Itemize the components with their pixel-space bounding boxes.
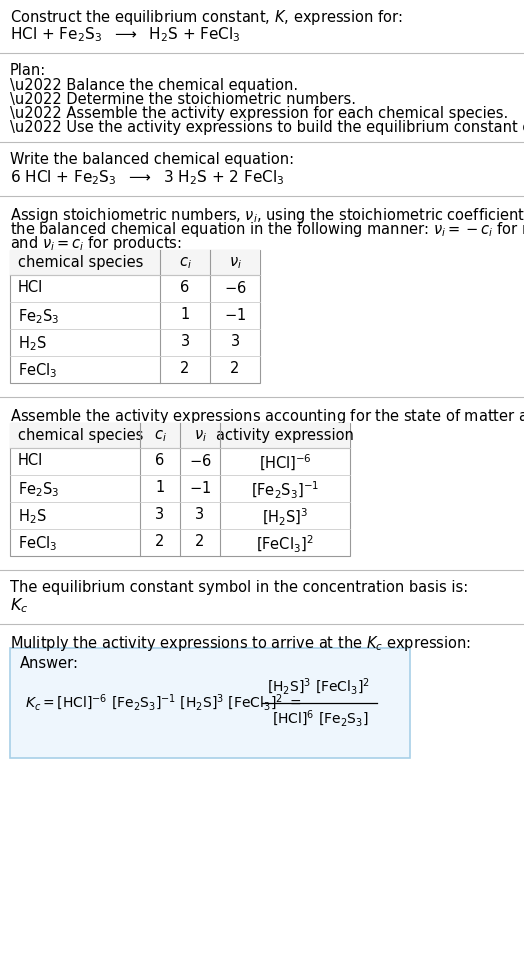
Text: Plan:: Plan:: [10, 63, 46, 78]
Text: $K_c$: $K_c$: [10, 596, 28, 615]
Text: Fe$_2$S$_3$: Fe$_2$S$_3$: [18, 480, 60, 499]
Text: $-$1: $-$1: [189, 480, 211, 496]
Text: HCl: HCl: [18, 453, 43, 468]
Text: $[\mathrm{H_2S}]^3\ [\mathrm{FeCl_3}]^2$: $[\mathrm{H_2S}]^3\ [\mathrm{FeCl_3}]^2$: [267, 677, 370, 697]
Text: 2: 2: [195, 534, 205, 549]
Text: 3: 3: [231, 334, 239, 349]
Text: the balanced chemical equation in the following manner: $\nu_i = -c_i$ for react: the balanced chemical equation in the fo…: [10, 220, 524, 239]
Text: FeCl$_3$: FeCl$_3$: [18, 361, 58, 380]
Text: \u2022 Determine the stoichiometric numbers.: \u2022 Determine the stoichiometric numb…: [10, 92, 356, 107]
Text: 3: 3: [156, 507, 165, 522]
Text: 1: 1: [156, 480, 165, 495]
Text: [HCl]$^{-6}$: [HCl]$^{-6}$: [259, 453, 311, 473]
Text: 3: 3: [180, 334, 190, 349]
Text: \u2022 Balance the chemical equation.: \u2022 Balance the chemical equation.: [10, 78, 298, 93]
Text: \u2022 Assemble the activity expression for each chemical species.: \u2022 Assemble the activity expression …: [10, 106, 508, 121]
Text: Mulitply the activity expressions to arrive at the $K_c$ expression:: Mulitply the activity expressions to arr…: [10, 634, 471, 653]
Bar: [10, 250, 260, 383]
Text: 2: 2: [180, 361, 190, 376]
Text: $\nu_i$: $\nu_i$: [228, 255, 242, 271]
Text: Construct the equilibrium constant, $K$, expression for:: Construct the equilibrium constant, $K$,…: [10, 8, 402, 27]
Text: chemical species: chemical species: [18, 255, 144, 270]
Text: HCl: HCl: [18, 280, 43, 295]
Bar: [10, 250, 260, 275]
Text: $c_i$: $c_i$: [179, 255, 191, 271]
Text: The equilibrium constant symbol in the concentration basis is:: The equilibrium constant symbol in the c…: [10, 580, 468, 595]
Text: Answer:: Answer:: [20, 656, 79, 671]
Text: FeCl$_3$: FeCl$_3$: [18, 534, 58, 553]
Text: [FeCl$_3$]$^2$: [FeCl$_3$]$^2$: [256, 534, 314, 555]
Text: activity expression: activity expression: [216, 428, 354, 443]
Text: Write the balanced chemical equation:: Write the balanced chemical equation:: [10, 152, 294, 167]
Text: Fe$_2$S$_3$: Fe$_2$S$_3$: [18, 307, 60, 326]
Text: Assign stoichiometric numbers, $\nu_i$, using the stoichiometric coefficients, $: Assign stoichiometric numbers, $\nu_i$, …: [10, 206, 524, 225]
Text: H$_2$S: H$_2$S: [18, 334, 47, 353]
Text: 2: 2: [231, 361, 239, 376]
Text: H$_2$S: H$_2$S: [18, 507, 47, 526]
Text: $-$6: $-$6: [189, 453, 211, 469]
Text: $K_c = [\mathrm{HCl}]^{-6}\ [\mathrm{Fe_2S_3}]^{-1}\ [\mathrm{H_2S}]^{3}\ [\math: $K_c = [\mathrm{HCl}]^{-6}\ [\mathrm{Fe_…: [25, 693, 302, 713]
Text: 6: 6: [180, 280, 190, 295]
Text: Assemble the activity expressions accounting for the state of matter and $\nu_i$: Assemble the activity expressions accoun…: [10, 407, 524, 426]
Text: 1: 1: [180, 307, 190, 322]
Text: and $\nu_i = c_i$ for products:: and $\nu_i = c_i$ for products:: [10, 234, 182, 253]
Text: chemical species: chemical species: [18, 428, 144, 443]
Text: 6 HCl + Fe$_2$S$_3$  $\longrightarrow$  3 H$_2$S + 2 FeCl$_3$: 6 HCl + Fe$_2$S$_3$ $\longrightarrow$ 3 …: [10, 168, 285, 186]
Text: $c_i$: $c_i$: [154, 428, 167, 444]
Text: $\nu_i$: $\nu_i$: [193, 428, 206, 444]
Text: \u2022 Use the activity expressions to build the equilibrium constant expression: \u2022 Use the activity expressions to b…: [10, 120, 524, 135]
Text: [H$_2$S]$^3$: [H$_2$S]$^3$: [262, 507, 308, 529]
Bar: [10, 423, 350, 448]
Text: 3: 3: [195, 507, 204, 522]
Text: $-$6: $-$6: [224, 280, 246, 296]
Text: 6: 6: [156, 453, 165, 468]
Text: $[\mathrm{HCl}]^6\ [\mathrm{Fe_2S_3}]$: $[\mathrm{HCl}]^6\ [\mathrm{Fe_2S_3}]$: [272, 709, 368, 729]
FancyBboxPatch shape: [10, 648, 410, 758]
Text: [Fe$_2$S$_3$]$^{-1}$: [Fe$_2$S$_3$]$^{-1}$: [251, 480, 319, 501]
Text: 2: 2: [155, 534, 165, 549]
Bar: [10, 423, 350, 556]
Text: HCl + Fe$_2$S$_3$  $\longrightarrow$  H$_2$S + FeCl$_3$: HCl + Fe$_2$S$_3$ $\longrightarrow$ H$_2…: [10, 25, 241, 43]
Text: $-$1: $-$1: [224, 307, 246, 323]
